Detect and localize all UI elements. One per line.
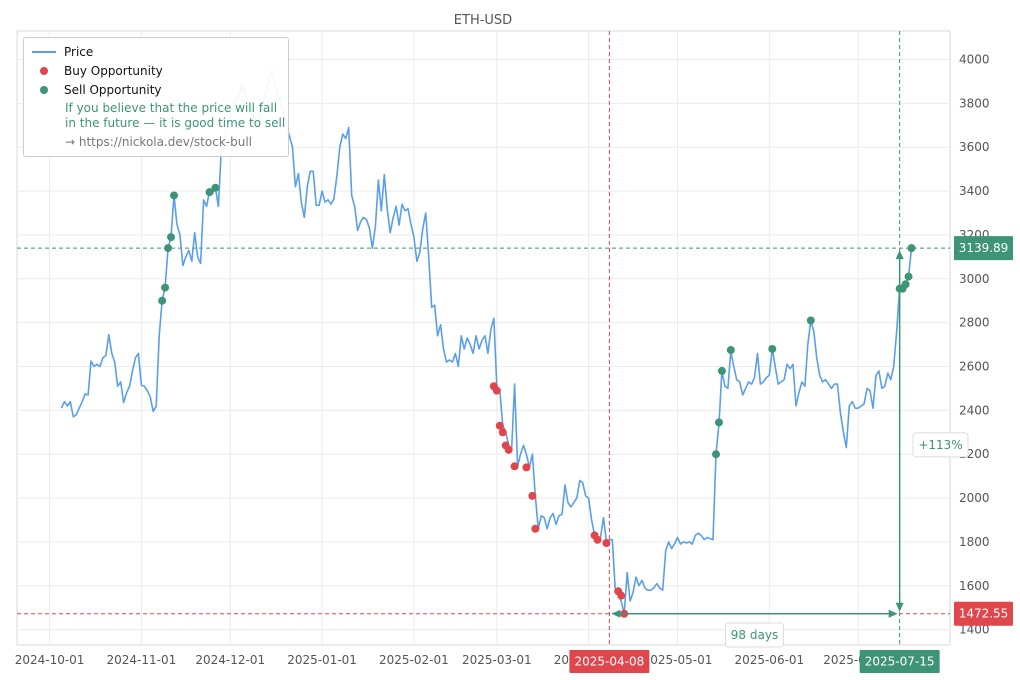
sell-date-badge: 2025-07-15 [859, 650, 940, 673]
x-tick-label: 2024-11-01 [107, 653, 177, 667]
legend: Price Buy Opportunity Sell Opportunity I… [23, 37, 289, 157]
sell-marker [169, 191, 178, 200]
sell-marker [158, 296, 167, 305]
buy-marker [504, 445, 513, 454]
gain-label-text: +113% [918, 438, 962, 452]
badges: 3139.89 1472.55 2025-04-08 2025-07-15 +113% 9… [569, 236, 1013, 673]
buy-marker [492, 386, 501, 395]
sell-marker [714, 418, 723, 427]
buy-price-badge-text: 1472.55 [959, 607, 1009, 621]
legend-sell-label: Sell Opportunity [64, 83, 162, 97]
sell-markers [158, 183, 916, 459]
sell-date-badge-text: 2025-07-15 [865, 655, 935, 669]
buy-price-badge: 1472.55 [954, 601, 1013, 626]
sell-marker [164, 244, 173, 253]
sell-marker [768, 344, 777, 353]
y-tick-label: 1400 [959, 623, 990, 637]
gain-arrow-head-bottom [895, 602, 904, 612]
legend-buy-swatch [40, 67, 48, 75]
buy-marker [602, 539, 611, 548]
sell-price-badge: 3139.89 [954, 236, 1013, 261]
legend-link: → https://nickola.dev/stock-bull [65, 135, 252, 149]
legend-sell-swatch [40, 86, 48, 94]
legend-buy: Buy Opportunity [24, 63, 163, 79]
buy-marker [528, 491, 537, 500]
y-axis-ticks: 1400160018002000220024002600280030003200… [959, 53, 990, 637]
sell-marker [717, 366, 726, 375]
buy-date-badge-text: 2025-04-08 [575, 655, 645, 669]
x-tick-label: 2025-02-01 [379, 653, 449, 667]
sell-marker [167, 233, 176, 242]
buy-date-badge-bg [569, 650, 650, 673]
duration-label-bg [725, 622, 785, 648]
y-tick-label: 1800 [959, 535, 990, 549]
duration-arrow-head-right [888, 609, 898, 618]
buy-marker [531, 524, 540, 533]
y-tick-label: 3800 [959, 96, 990, 110]
duration-label: 98 days [725, 622, 785, 648]
duration-arrow-head-left [611, 609, 621, 618]
arrows [611, 250, 904, 618]
sell-marker [211, 183, 220, 192]
sell-marker [205, 188, 214, 197]
y-tick-label: 3600 [959, 140, 990, 154]
y-tick-label: 2000 [959, 491, 990, 505]
gain-label: +113% [912, 432, 969, 458]
legend-price-swatch [32, 51, 56, 53]
buy-marker [593, 535, 602, 544]
legend-price-label: Price [64, 45, 94, 59]
buy-marker [498, 428, 507, 437]
gain-arrow-head-top [895, 250, 904, 260]
sell-marker [806, 316, 815, 325]
sell-price-badge-bg [954, 236, 1013, 261]
x-tick-label: 2025-05-01 [643, 653, 713, 667]
buy-marker [495, 421, 504, 430]
x-tick-label: 2025-03-01 [462, 653, 532, 667]
x-tick-label: 2025-01-01 [287, 653, 357, 667]
sell-marker [712, 450, 721, 459]
y-tick-label: 1600 [959, 579, 990, 593]
y-tick-label: 4000 [959, 53, 990, 67]
buy-date-badge: 2025-04-08 [569, 650, 650, 673]
legend-sell: Sell Opportunity [24, 82, 162, 98]
y-tick-label: 2600 [959, 360, 990, 374]
x-tick-label: 2024-10-01 [15, 653, 85, 667]
buy-marker [510, 462, 519, 471]
buy-marker [522, 463, 531, 472]
sell-marker [901, 280, 910, 289]
buy-markers [489, 382, 629, 618]
buy-price-badge-bg [954, 601, 1013, 626]
legend-buy-label: Buy Opportunity [64, 64, 163, 78]
x-tick-label: 2025-06-01 [734, 653, 804, 667]
gain-label-bg [912, 432, 969, 458]
sell-price-badge-text: 3139.89 [959, 241, 1009, 255]
sell-date-badge-bg [859, 650, 940, 673]
sell-marker [161, 283, 170, 292]
grid-y [17, 59, 950, 631]
sell-marker [726, 346, 735, 355]
duration-label-text: 98 days [731, 628, 778, 642]
legend-note: If you believe that the price will fall … [65, 101, 286, 130]
legend-price: Price [24, 44, 93, 60]
y-tick-label: 3000 [959, 272, 990, 286]
y-tick-label: 2400 [959, 403, 990, 417]
sell-marker [904, 272, 913, 281]
x-axis-ticks: 2024-10-01 2024-11-01 2024-12-01 2025-01-01… [15, 653, 893, 667]
buy-marker [617, 591, 626, 600]
y-tick-label: 2800 [959, 316, 990, 330]
x-tick-label: 2024-12-01 [195, 653, 265, 667]
chart-title: ETH-USD [454, 13, 512, 28]
y-tick-label: 3400 [959, 184, 990, 198]
sell-marker [907, 244, 916, 253]
price-line [60, 69, 913, 615]
